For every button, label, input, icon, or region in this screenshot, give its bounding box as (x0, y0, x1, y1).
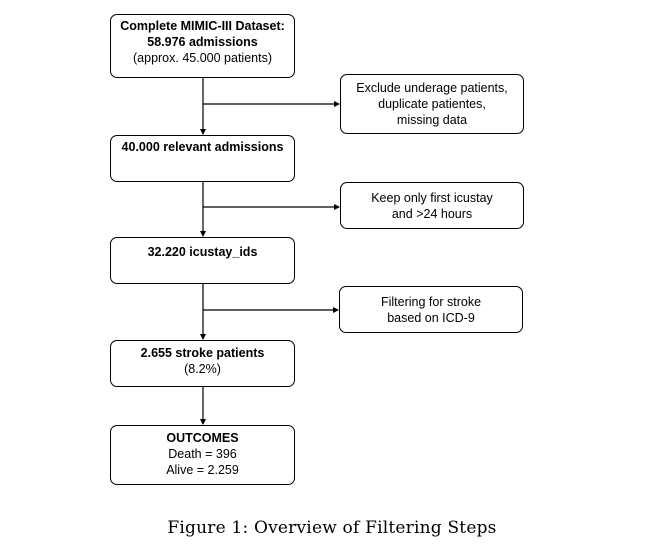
stroke-filter-line-1: Filtering for stroke (380, 294, 482, 309)
relevant-admissions-label: 40.000 relevant admissions (121, 140, 284, 154)
stroke-filter-line-2: based on ICD-9 (387, 310, 475, 325)
stroke-patients-label: 2.655 stroke patients (140, 346, 265, 360)
outcomes-box: OUTCOMES Death = 396 Alive = 2.259 (110, 425, 295, 485)
outcomes-alive: Alive = 2.259 (166, 463, 239, 477)
relevant-admissions-box: 40.000 relevant admissions (110, 135, 295, 182)
keep-first-line-2: and >24 hours (391, 206, 473, 221)
keep-first-line-1: Keep only first icustay (371, 190, 493, 205)
dataset-patients-note: (approx. 45.000 patients) (133, 51, 272, 65)
exclude-filter-box: Exclude underage patients, duplicate pat… (340, 74, 524, 134)
exclude-line-3: missing data (396, 113, 468, 127)
icustay-box: 32.220 icustay_ids (110, 237, 295, 284)
stroke-patients-box: 2.655 stroke patients (8.2%) (110, 340, 295, 387)
outcomes-title: OUTCOMES (166, 431, 239, 445)
exclude-line-2: duplicate patientes, (378, 97, 486, 111)
outcomes-death: Death = 396 (168, 447, 237, 461)
stroke-patients-percent: (8.2%) (184, 362, 221, 376)
dataset-box: Complete MIMIC-III Dataset: 58.976 admis… (110, 14, 295, 78)
figure-caption: Figure 1: Overview of Filtering Steps (167, 518, 497, 538)
icustay-label: 32.220 icustay_ids (147, 245, 258, 259)
exclude-line-1: Exclude underage patients, (356, 81, 508, 95)
keep-first-filter-box: Keep only first icustay and >24 hours (340, 182, 524, 229)
stroke-filter-box: Filtering for stroke based on ICD-9 (339, 286, 523, 333)
dataset-admissions-count: 58.976 admissions (147, 35, 258, 49)
dataset-title: Complete MIMIC-III Dataset: (120, 19, 285, 33)
